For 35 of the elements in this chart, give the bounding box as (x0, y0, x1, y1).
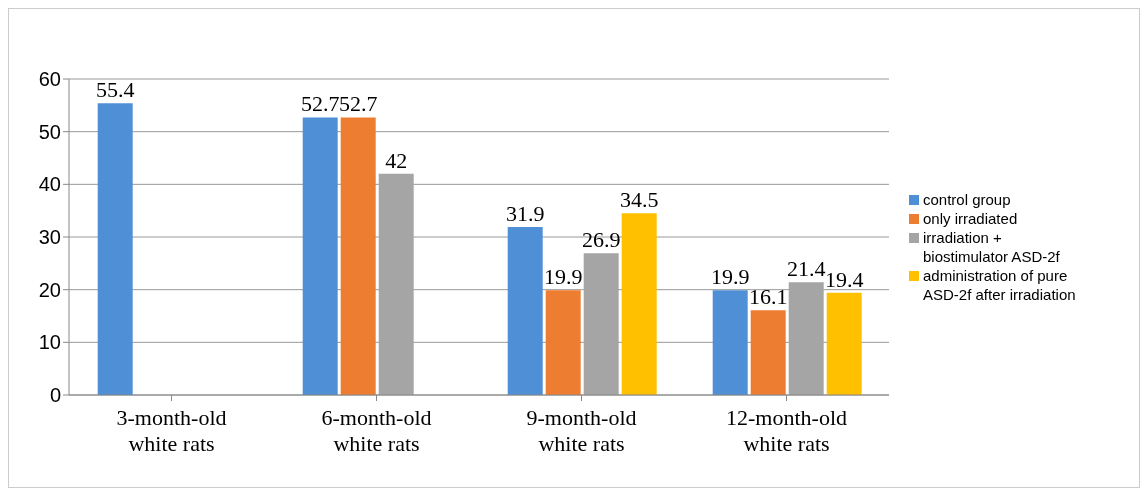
y-tick-label: 20 (38, 278, 61, 301)
data-label: 19.9 (543, 264, 583, 290)
legend-label: control group (923, 190, 1011, 209)
bar (302, 117, 338, 395)
data-label: 52.7 (300, 91, 340, 117)
data-label: 19.4 (824, 266, 864, 292)
bar (340, 117, 376, 395)
data-label: 34.5 (619, 187, 659, 213)
y-tick-label: 10 (38, 331, 61, 354)
data-label: 16.1 (748, 284, 788, 310)
data-label: 52.7 (338, 91, 378, 117)
y-tick-label: 50 (38, 120, 61, 143)
data-label: 26.9 (581, 227, 621, 253)
bar (712, 290, 748, 395)
bar (545, 290, 581, 395)
bar (621, 213, 657, 395)
y-tick-label: 30 (38, 226, 61, 249)
bar (750, 310, 786, 395)
legend-label: only irradiated (923, 209, 1018, 228)
legend-label: administration of pure ASD-2f after irradiation (923, 266, 1076, 304)
y-tick-label: 0 (49, 384, 61, 407)
data-label: 31.9 (505, 200, 545, 226)
data-label: 21.4 (786, 256, 826, 282)
bar (507, 226, 543, 395)
data-label: 55.4 (95, 77, 135, 103)
data-label: 19.9 (710, 264, 750, 290)
x-tick-label: 12-month-old white rats (726, 405, 847, 456)
x-tick-label: 6-month-old white rats (321, 405, 432, 456)
x-tick-label: 3-month-old white rats (116, 405, 227, 456)
data-label: 42 (385, 147, 408, 173)
x-tick-label: 9-month-old white rats (526, 405, 637, 456)
bar (826, 292, 862, 395)
bar (97, 103, 133, 395)
y-tick-label: 60 (38, 68, 61, 91)
y-tick-label: 40 (38, 173, 61, 196)
